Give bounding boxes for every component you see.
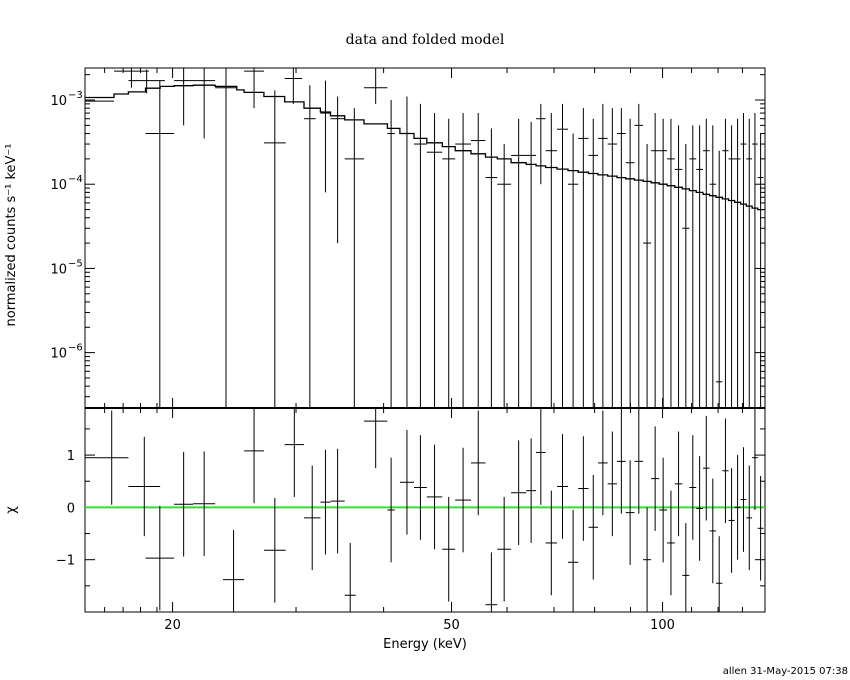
y-tick-label: 10: [50, 94, 67, 109]
spectrum-y-axis-label: normalized counts s⁻¹ keV⁻¹: [4, 144, 19, 327]
y-tick-exponent: −4: [68, 174, 83, 185]
y-tick-label: 0: [67, 501, 75, 516]
spectrum-panel: 10−610−510−410−3: [50, 67, 766, 409]
chart-title: data and folded model: [346, 32, 505, 48]
footer-stamp: allen 31-May-2015 07:38: [723, 666, 848, 677]
y-tick-exponent: −6: [68, 343, 83, 354]
y-tick-label: −1: [56, 554, 75, 569]
y-tick-label: 1: [67, 449, 75, 464]
residual-y-axis-label: χ: [4, 506, 19, 514]
y-tick-exponent: −3: [68, 90, 83, 101]
y-tick-label: 10: [50, 347, 67, 362]
residual-panel: 20 50 100 −1 0 1: [56, 407, 766, 633]
x-tick-label: 100: [650, 618, 675, 633]
x-tick-label: 20: [164, 618, 181, 633]
x-axis-label: Energy (keV): [383, 637, 467, 652]
model-curve: [85, 84, 764, 211]
y-tick-label: 10: [50, 178, 67, 193]
y-tick-label: 10: [50, 262, 67, 277]
y-tick-exponent: −5: [68, 258, 83, 269]
residual-frame: [84, 407, 766, 613]
x-tick-label: 50: [443, 618, 460, 633]
